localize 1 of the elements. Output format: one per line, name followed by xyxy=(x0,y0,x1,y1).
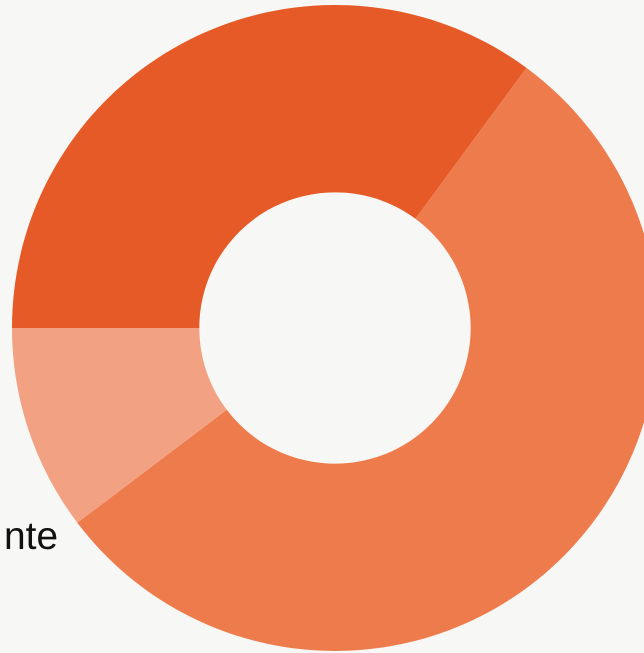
slice-label: nte xyxy=(6,524,56,550)
